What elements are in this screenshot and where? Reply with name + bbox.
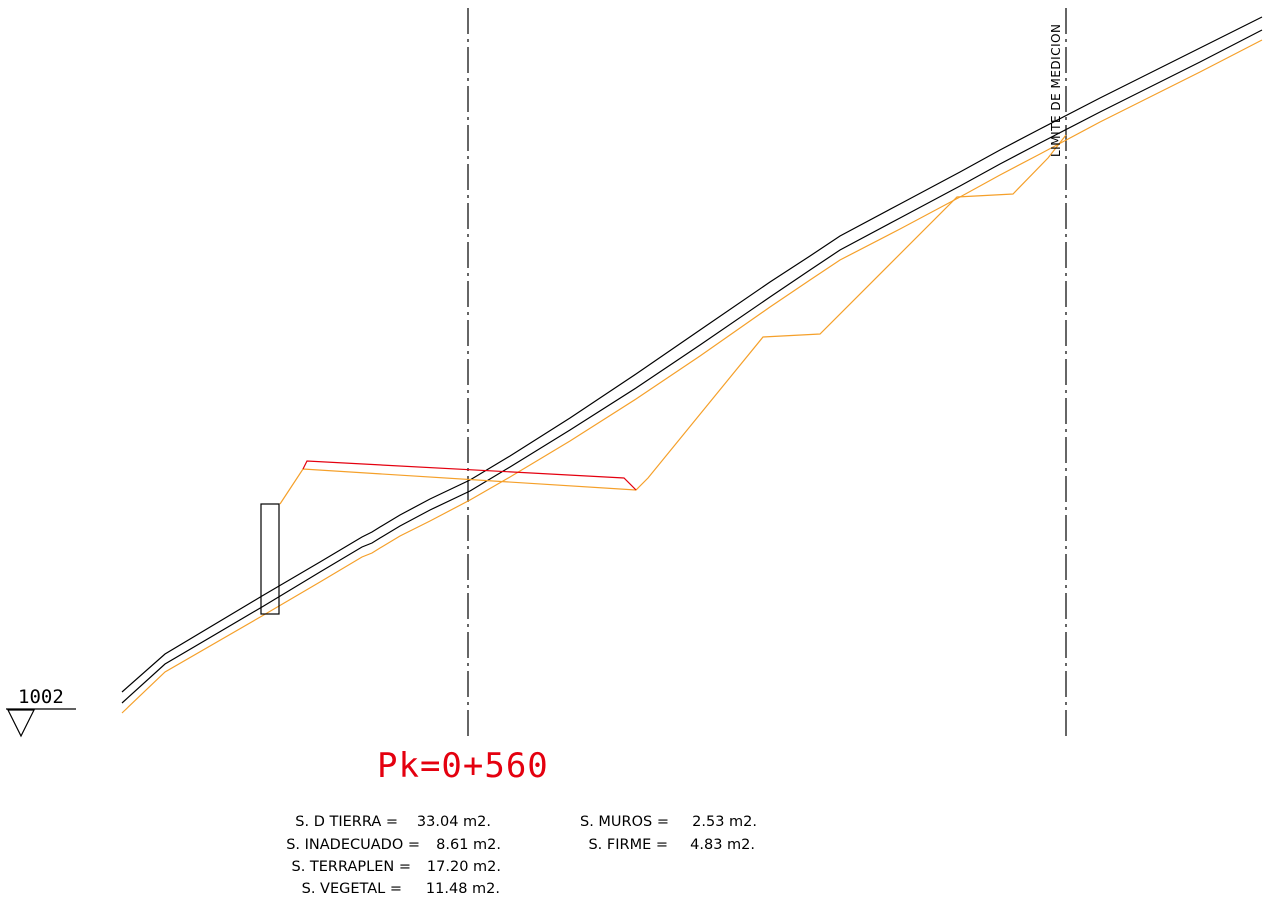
elevation-marker-triangle bbox=[7, 709, 35, 738]
fill-line bbox=[302, 460, 637, 491]
limit-label: LIMITE DE MEDICION bbox=[1049, 23, 1063, 157]
terrain-line-top bbox=[121, 16, 1263, 693]
area-summary-left: S. D TIERRA = 33.04 m2. S. INADECUADO = … bbox=[286, 814, 501, 897]
elevation-label: 1002 bbox=[18, 686, 64, 708]
area-label: S. D TIERRA = bbox=[295, 814, 398, 830]
terrain-line-middle bbox=[121, 29, 1263, 704]
area-value: 11.48 m2. bbox=[426, 881, 500, 897]
area-label: S. TERRAPLEN = bbox=[291, 859, 411, 875]
area-label: S. VEGETAL = bbox=[302, 881, 402, 897]
area-label: S. INADECUADO = bbox=[286, 837, 420, 853]
area-value: 2.53 m2. bbox=[692, 814, 757, 830]
retaining-wall bbox=[260, 503, 280, 615]
area-label: S. FIRME = bbox=[588, 837, 668, 853]
area-label: S. MUROS = bbox=[580, 814, 669, 830]
area-value: 4.83 m2. bbox=[690, 837, 755, 853]
area-value: 8.61 m2. bbox=[436, 837, 501, 853]
subgrade-line bbox=[121, 39, 1263, 714]
area-value: 17.20 m2. bbox=[427, 859, 501, 875]
area-summary-right: S. MUROS = 2.53 m2. S. FIRME = 4.83 m2. bbox=[580, 814, 757, 853]
station-label: Pk=0+560 bbox=[377, 746, 549, 786]
area-value: 33.04 m2. bbox=[417, 814, 491, 830]
excavation-line bbox=[279, 134, 1067, 505]
